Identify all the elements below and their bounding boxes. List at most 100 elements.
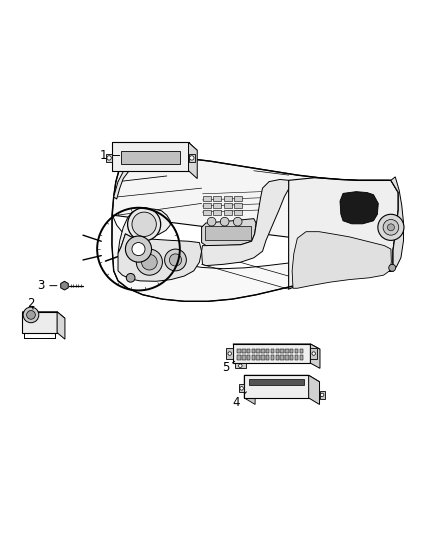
Bar xyxy=(252,349,255,353)
Polygon shape xyxy=(201,180,289,265)
Polygon shape xyxy=(309,375,320,405)
Bar xyxy=(295,349,298,353)
Bar xyxy=(213,210,221,215)
Polygon shape xyxy=(292,232,391,288)
Circle shape xyxy=(239,364,242,367)
Polygon shape xyxy=(239,384,244,392)
Bar xyxy=(290,356,293,360)
Bar xyxy=(224,196,232,201)
Bar xyxy=(261,356,265,360)
Circle shape xyxy=(136,249,162,275)
Bar xyxy=(234,210,242,215)
Polygon shape xyxy=(320,391,325,399)
Polygon shape xyxy=(113,142,188,171)
Bar xyxy=(280,349,284,353)
Bar xyxy=(234,196,242,201)
Bar xyxy=(203,210,211,215)
Circle shape xyxy=(170,254,182,266)
Polygon shape xyxy=(113,142,197,150)
Polygon shape xyxy=(57,312,65,339)
Circle shape xyxy=(125,236,152,262)
Polygon shape xyxy=(233,344,320,349)
Bar xyxy=(213,196,221,201)
Polygon shape xyxy=(391,177,403,271)
Circle shape xyxy=(378,214,404,240)
Bar xyxy=(234,203,242,208)
Bar xyxy=(203,203,211,208)
Bar xyxy=(242,356,246,360)
Circle shape xyxy=(127,208,161,241)
Circle shape xyxy=(321,393,324,397)
Text: 2: 2 xyxy=(27,297,35,310)
Bar xyxy=(295,356,298,360)
Text: 4: 4 xyxy=(233,392,247,409)
Polygon shape xyxy=(340,192,378,224)
Circle shape xyxy=(132,212,156,237)
Polygon shape xyxy=(244,375,255,405)
Circle shape xyxy=(141,254,157,270)
Polygon shape xyxy=(113,157,398,250)
Circle shape xyxy=(190,156,194,160)
Circle shape xyxy=(165,249,186,271)
Polygon shape xyxy=(118,208,170,254)
Circle shape xyxy=(312,352,315,356)
Bar xyxy=(271,349,274,353)
Bar xyxy=(276,356,279,360)
Circle shape xyxy=(228,352,231,356)
Polygon shape xyxy=(106,154,113,162)
Polygon shape xyxy=(188,142,197,179)
Bar xyxy=(237,349,241,353)
Circle shape xyxy=(240,386,244,390)
Bar xyxy=(261,349,265,353)
Bar xyxy=(242,349,246,353)
Polygon shape xyxy=(226,348,233,359)
Polygon shape xyxy=(112,215,393,301)
Bar xyxy=(224,203,232,208)
Polygon shape xyxy=(244,375,309,398)
Polygon shape xyxy=(114,157,149,199)
Polygon shape xyxy=(61,281,68,290)
Bar xyxy=(247,349,251,353)
Polygon shape xyxy=(22,312,57,333)
Text: 1: 1 xyxy=(100,149,120,162)
Text: 3: 3 xyxy=(37,279,57,292)
Polygon shape xyxy=(201,219,256,246)
Bar xyxy=(266,356,269,360)
Polygon shape xyxy=(244,375,320,382)
Bar xyxy=(256,356,260,360)
Bar xyxy=(252,356,255,360)
Circle shape xyxy=(388,224,394,231)
Polygon shape xyxy=(188,154,195,162)
Bar xyxy=(276,349,279,353)
Text: 5: 5 xyxy=(222,361,235,374)
Bar xyxy=(213,203,221,208)
Polygon shape xyxy=(289,177,398,289)
Bar xyxy=(300,356,303,360)
Circle shape xyxy=(220,217,229,226)
Bar xyxy=(285,349,289,353)
Circle shape xyxy=(233,217,242,226)
Bar xyxy=(285,356,289,360)
Polygon shape xyxy=(118,234,201,281)
Polygon shape xyxy=(311,344,320,368)
Bar xyxy=(121,151,180,164)
Circle shape xyxy=(383,220,399,235)
Bar xyxy=(249,378,304,385)
Circle shape xyxy=(389,264,396,271)
Bar xyxy=(290,349,293,353)
Bar xyxy=(266,349,269,353)
Bar xyxy=(256,349,260,353)
Bar xyxy=(203,196,211,201)
Circle shape xyxy=(27,311,35,319)
Circle shape xyxy=(107,156,111,160)
Bar xyxy=(205,227,251,240)
Bar xyxy=(280,356,284,360)
Polygon shape xyxy=(235,363,246,368)
Bar xyxy=(300,349,303,353)
Polygon shape xyxy=(233,344,311,363)
Circle shape xyxy=(207,217,216,226)
Polygon shape xyxy=(311,348,317,359)
Bar xyxy=(271,356,274,360)
Circle shape xyxy=(23,307,39,322)
Bar xyxy=(237,356,241,360)
